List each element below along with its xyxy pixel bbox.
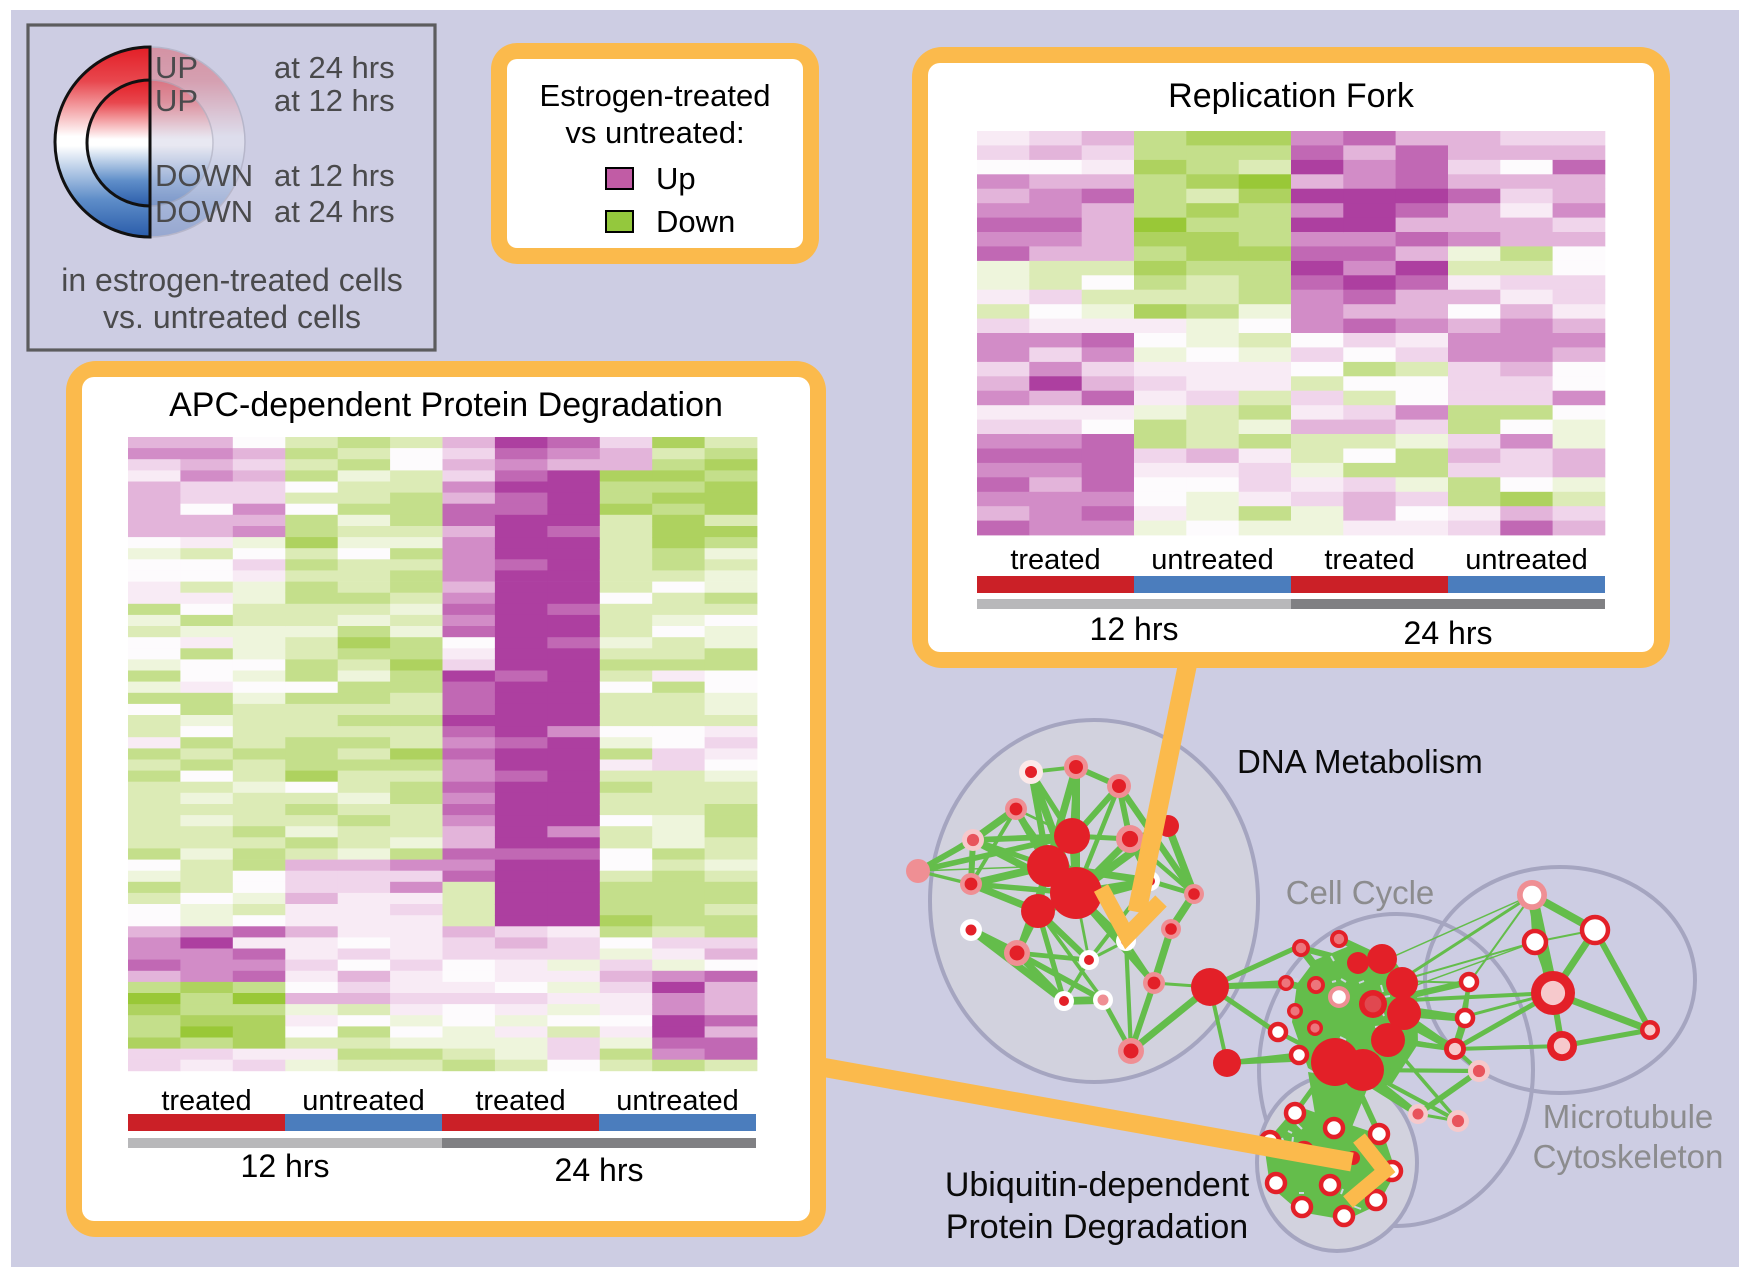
svg-text:treated: treated — [1324, 544, 1414, 576]
svg-text:Protein Degradation: Protein Degradation — [946, 1208, 1248, 1246]
svg-text:24 hrs: 24 hrs — [1404, 615, 1493, 651]
svg-text:at 24 hrs: at 24 hrs — [274, 194, 395, 229]
svg-text:APC-dependent Protein Degradat: APC-dependent Protein Degradation — [169, 386, 723, 424]
svg-text:Microtubule: Microtubule — [1543, 1098, 1714, 1135]
svg-text:at 12 hrs: at 12 hrs — [274, 158, 395, 193]
svg-text:treated: treated — [1010, 544, 1100, 576]
svg-text:untreated: untreated — [1151, 544, 1274, 576]
svg-text:vs. untreated cells: vs. untreated cells — [103, 299, 361, 335]
svg-text:Cell Cycle: Cell Cycle — [1286, 874, 1435, 911]
svg-text:in estrogen-treated cells: in estrogen-treated cells — [61, 262, 403, 298]
svg-text:untreated: untreated — [1465, 544, 1588, 576]
svg-text:Down: Down — [656, 204, 735, 239]
svg-text:12 hrs: 12 hrs — [1090, 611, 1179, 647]
svg-text:at 24 hrs: at 24 hrs — [274, 50, 395, 85]
svg-text:untreated: untreated — [616, 1085, 739, 1117]
svg-text:Up: Up — [656, 161, 696, 196]
svg-text:DOWN: DOWN — [155, 194, 253, 229]
svg-text:at 12 hrs: at 12 hrs — [274, 83, 395, 118]
svg-text:DOWN: DOWN — [155, 158, 253, 193]
svg-text:Replication Fork: Replication Fork — [1168, 77, 1415, 115]
svg-text:Cytoskeleton: Cytoskeleton — [1533, 1138, 1724, 1175]
svg-text:treated: treated — [475, 1085, 565, 1117]
svg-text:untreated: untreated — [302, 1085, 425, 1117]
svg-text:Ubiquitin-dependent: Ubiquitin-dependent — [945, 1166, 1250, 1204]
svg-text:12 hrs: 12 hrs — [241, 1148, 330, 1184]
svg-text:treated: treated — [161, 1085, 251, 1117]
svg-text:UP: UP — [155, 83, 198, 118]
svg-text:DNA Metabolism: DNA Metabolism — [1237, 743, 1483, 780]
svg-text:UP: UP — [155, 50, 198, 85]
svg-text:Estrogen-treated: Estrogen-treated — [540, 78, 771, 113]
svg-text:24 hrs: 24 hrs — [555, 1152, 644, 1188]
svg-text:vs untreated:: vs untreated: — [565, 115, 744, 150]
